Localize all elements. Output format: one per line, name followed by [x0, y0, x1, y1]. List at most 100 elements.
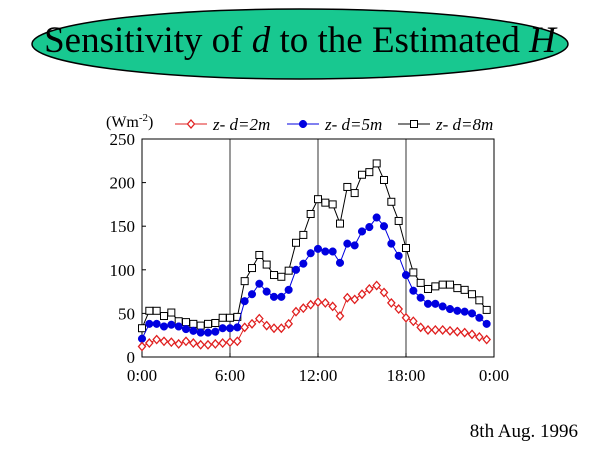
- data-point: [145, 306, 154, 315]
- data-point: [358, 170, 366, 179]
- data-point: [350, 294, 360, 305]
- data-point: [299, 230, 308, 239]
- x-tick-label: 6:00: [215, 366, 245, 385]
- data-point: [159, 322, 169, 331]
- legend-label: z- d=8m: [435, 115, 493, 134]
- data-point: [182, 318, 190, 327]
- data-point: [416, 293, 425, 302]
- data-point: [299, 259, 308, 268]
- data-point: [416, 322, 426, 333]
- data-point: [166, 337, 176, 348]
- legend: z- d=2m z- d=5m z- d=8m: [175, 115, 493, 134]
- data-point: [394, 216, 403, 225]
- data-point: [137, 334, 147, 343]
- data-point: [460, 307, 469, 316]
- title-prefix: Sensitivity of: [44, 20, 252, 61]
- y-tick-label: 250: [110, 130, 136, 149]
- data-point: [321, 247, 330, 256]
- data-point: [482, 319, 491, 328]
- data-point: [189, 319, 198, 328]
- y-tick-label: 0: [127, 348, 136, 367]
- data-point: [343, 182, 352, 191]
- data-point: [314, 195, 322, 204]
- title-var-d: d: [251, 20, 271, 61]
- data-point: [203, 339, 213, 350]
- data-point: [387, 197, 396, 206]
- data-point: [328, 200, 337, 209]
- data-point: [240, 277, 249, 286]
- data-point: [298, 303, 308, 314]
- data-point: [210, 338, 220, 349]
- data-point: [269, 323, 279, 334]
- title-middle: to the Estimated: [270, 20, 530, 61]
- title-banner: Sensitivity of d to the Estimated H: [29, 6, 571, 82]
- data-point: [438, 280, 447, 289]
- legend-marker: [298, 119, 308, 129]
- data-point: [452, 326, 462, 337]
- data-point: [423, 299, 433, 308]
- x-tick-label: 18:00: [387, 366, 426, 385]
- data-point: [424, 284, 432, 293]
- data-point: [152, 334, 162, 345]
- page-title: Sensitivity of d to the Estimated H: [29, 19, 571, 62]
- data-point: [232, 336, 242, 347]
- data-point: [137, 341, 147, 352]
- data-point: [372, 280, 382, 291]
- data-point: [291, 265, 301, 274]
- data-point: [167, 308, 176, 317]
- data-point: [445, 304, 455, 314]
- data-point: [379, 222, 389, 231]
- data-point: [365, 168, 374, 177]
- data-point: [313, 297, 323, 308]
- data-point: [438, 324, 448, 335]
- data-point: [270, 271, 278, 280]
- data-point: [291, 306, 301, 317]
- data-point: [306, 209, 315, 218]
- data-point: [402, 244, 410, 252]
- data-point: [181, 325, 191, 334]
- data-point: [159, 336, 169, 347]
- data-point: [365, 223, 374, 232]
- data-point: [225, 324, 235, 333]
- series-line: [141, 284, 487, 347]
- legend-entry: z- d=5m: [287, 115, 382, 134]
- legend-label: z- d=2m: [212, 115, 270, 134]
- data-point: [218, 338, 228, 349]
- data-point: [445, 325, 455, 336]
- data-point: [204, 319, 212, 328]
- data-point: [262, 320, 272, 331]
- data-point: [152, 306, 161, 315]
- data-point: [475, 313, 484, 322]
- data-point: [211, 327, 220, 336]
- data-point: [482, 305, 491, 314]
- y-tick-label: 150: [110, 217, 136, 236]
- data-point: [255, 250, 264, 259]
- data-point: [431, 299, 440, 308]
- data-point: [203, 328, 213, 337]
- data-point: [416, 278, 425, 287]
- legend-label: z- d=5m: [324, 115, 382, 134]
- data-point: [328, 301, 338, 312]
- legend-marker: [186, 119, 196, 129]
- data-point: [453, 284, 462, 293]
- data-point: [357, 289, 367, 300]
- data-point: [320, 297, 330, 308]
- data-point: [211, 318, 220, 327]
- data-point: [350, 189, 359, 198]
- y-tick-label: 100: [110, 261, 136, 280]
- data-point: [189, 326, 198, 335]
- data-point: [372, 159, 381, 168]
- data-point: [138, 324, 146, 333]
- data-point: [218, 324, 227, 333]
- data-point: [313, 244, 323, 253]
- title-ellipse-shape: [31, 8, 569, 80]
- data-point: [453, 306, 462, 315]
- data-point: [276, 323, 286, 334]
- data-point: [145, 319, 154, 328]
- data-point: [335, 311, 345, 322]
- data-point: [357, 227, 367, 236]
- data-point: [292, 238, 300, 247]
- data-point: [167, 320, 176, 329]
- data-point: [247, 318, 257, 329]
